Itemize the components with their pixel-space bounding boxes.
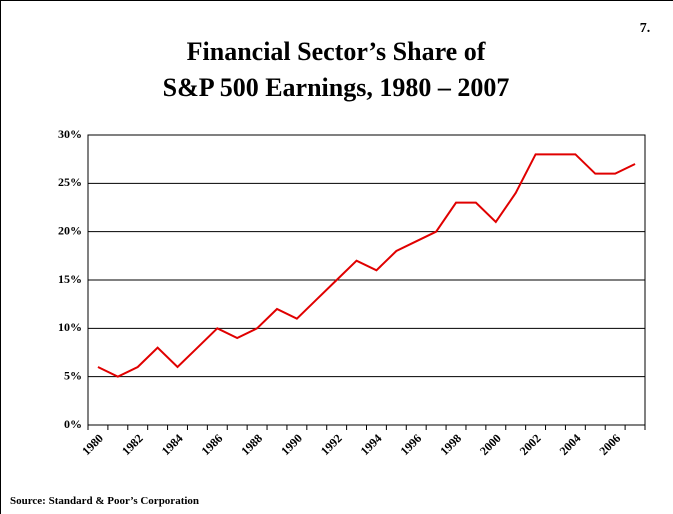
chart-title: Financial Sector’s Share of (187, 37, 486, 66)
chart-title: S&P 500 Earnings, 1980 – 2007 (163, 73, 510, 102)
y-tick-label: 20% (58, 223, 82, 237)
x-tick-label: 2002 (517, 431, 544, 458)
x-tick-label: 1984 (159, 431, 186, 458)
page-number: 7. (640, 21, 651, 36)
x-tick-label: 2000 (477, 431, 504, 458)
x-tick-label: 1986 (198, 431, 225, 458)
y-tick-label: 30% (58, 127, 82, 141)
y-tick-label: 25% (58, 175, 82, 189)
y-tick-label: 15% (58, 272, 82, 286)
x-tick-label: 1982 (119, 431, 146, 458)
y-tick-label: 5% (64, 368, 82, 382)
x-tick-label: 1990 (278, 431, 305, 458)
x-tick-label: 1996 (397, 431, 424, 458)
x-tick-label: 1980 (79, 431, 106, 458)
x-tick-label: 1998 (437, 431, 464, 458)
source-note: Source: Standard & Poor’s Corporation (10, 495, 199, 507)
x-tick-label: 1992 (318, 431, 345, 458)
x-tick-label: 1988 (238, 431, 265, 458)
y-tick-label: 10% (58, 320, 82, 334)
y-tick-label: 0% (64, 417, 82, 431)
x-tick-label: 2006 (596, 431, 623, 458)
x-tick-label: 2004 (557, 431, 584, 458)
data-line (97, 153, 636, 378)
x-tick-label: 1994 (358, 431, 385, 458)
